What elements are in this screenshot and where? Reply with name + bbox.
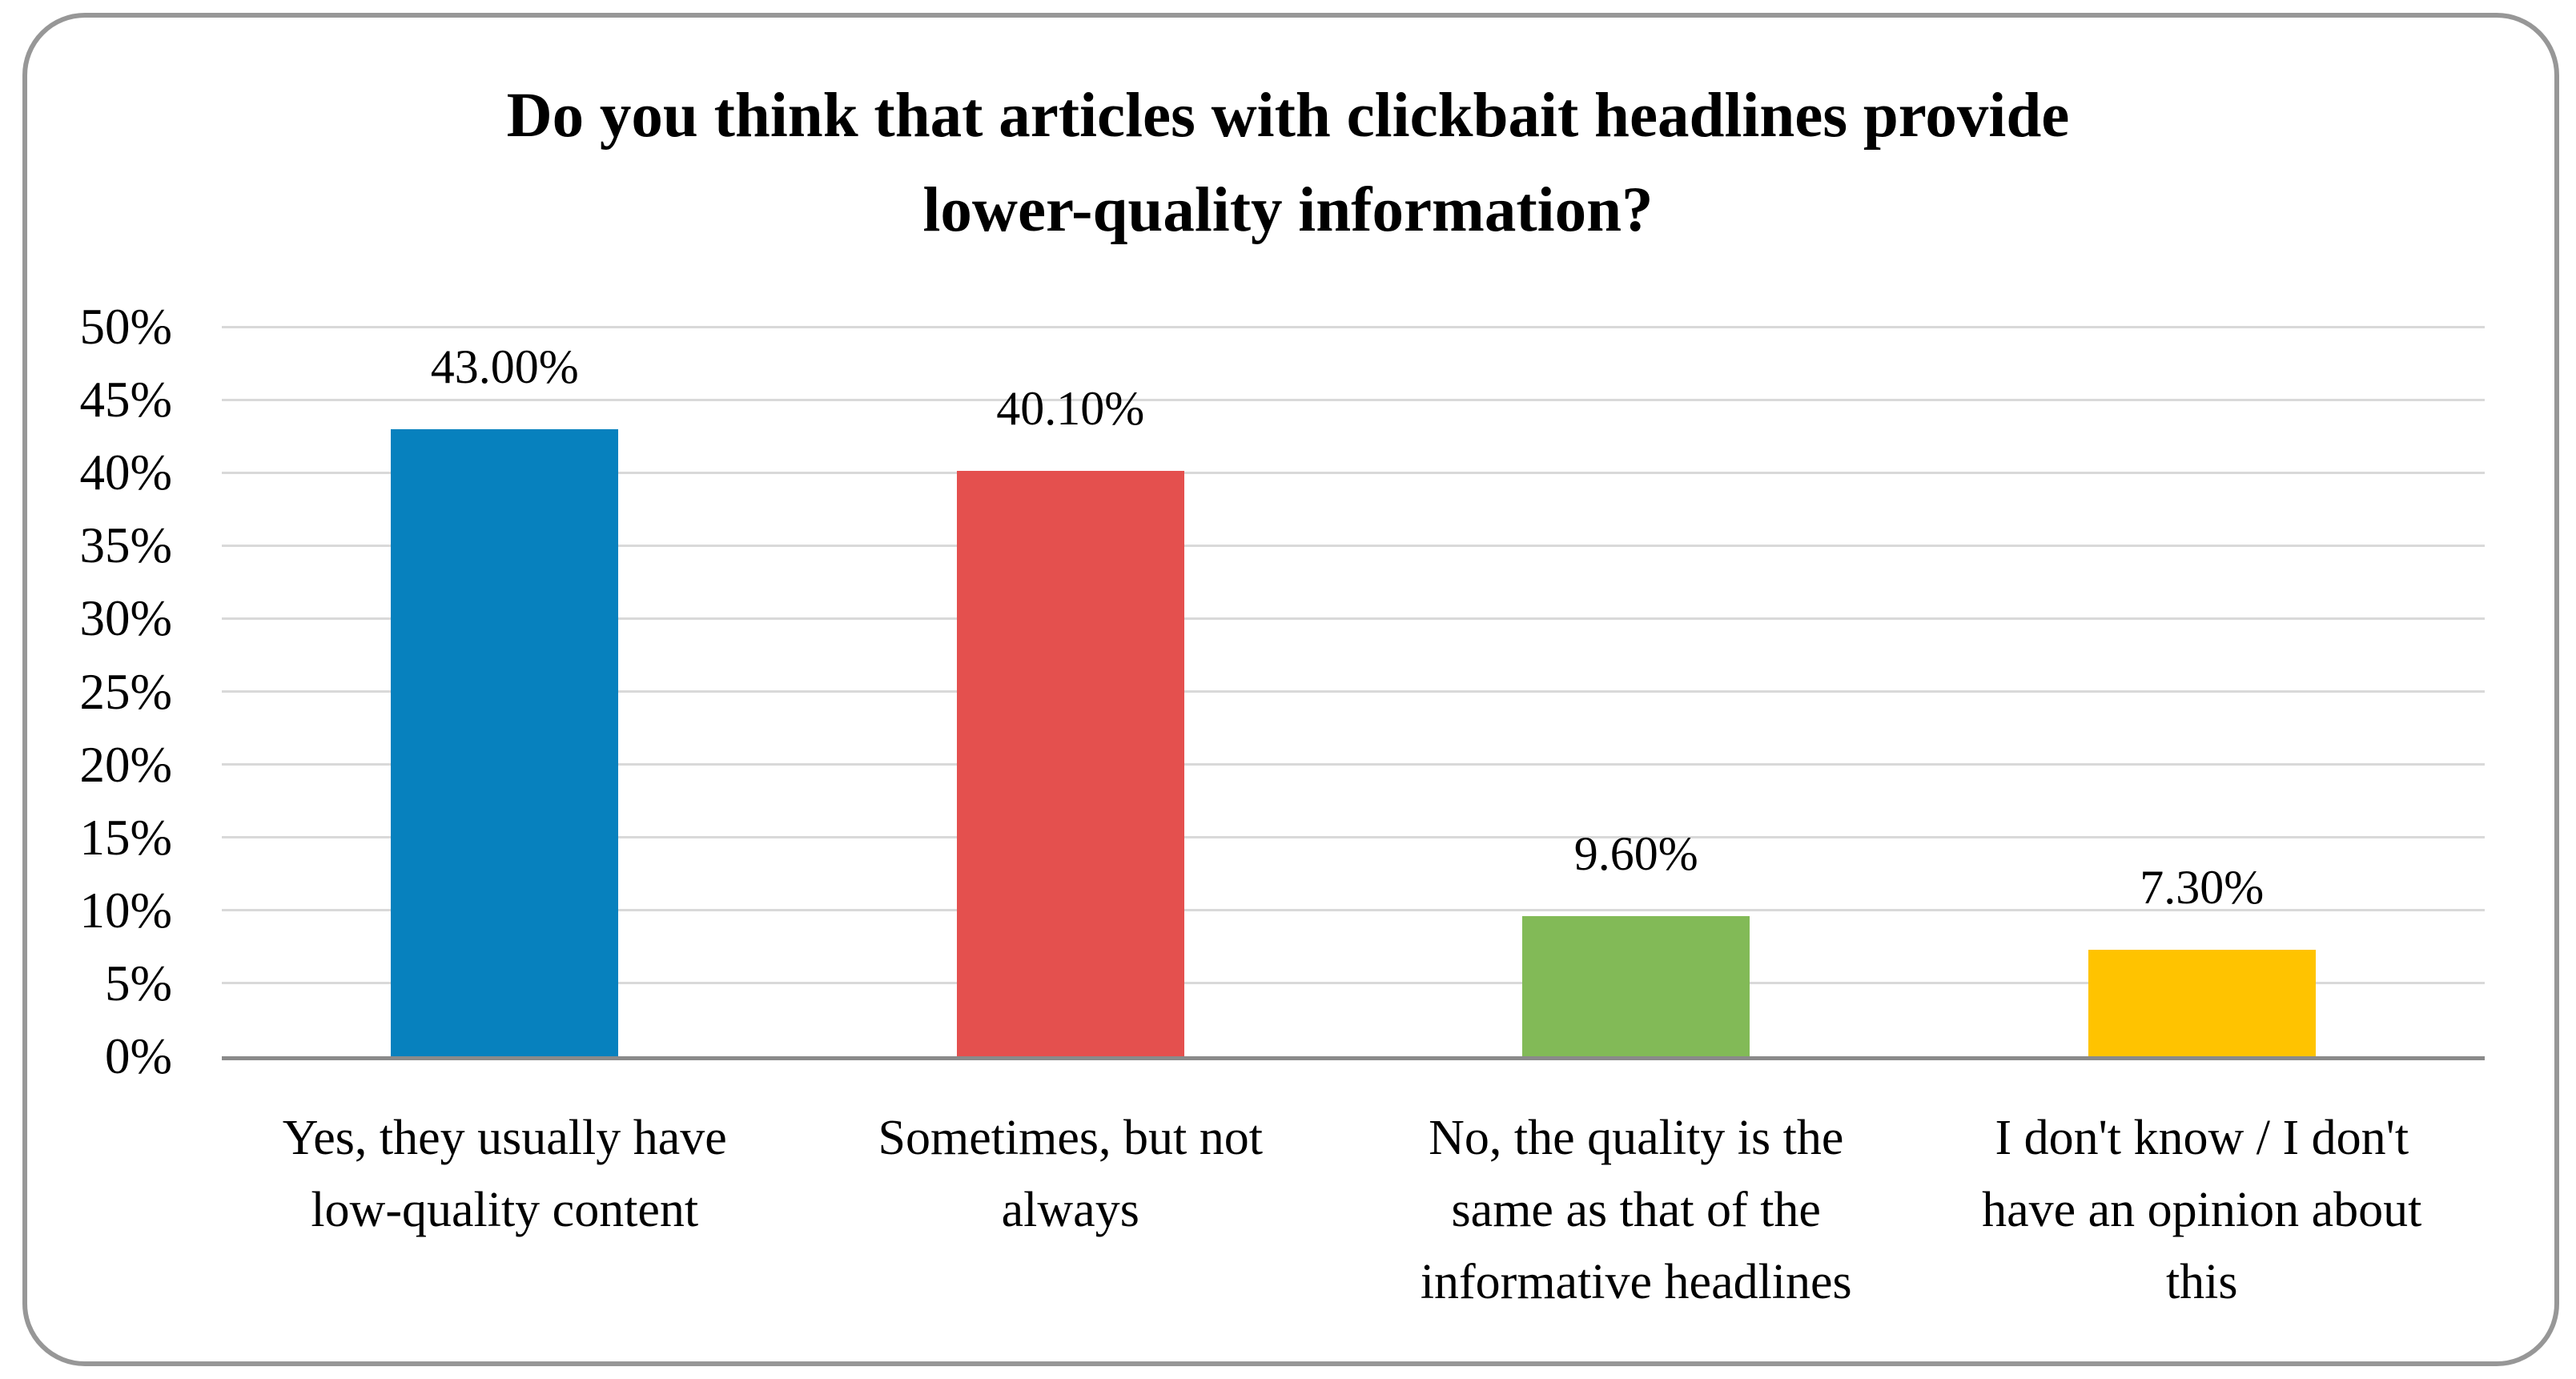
y-tick-label: 50%	[79, 299, 172, 355]
chart-title: Do you think that articles with clickbai…	[506, 81, 2070, 245]
bar-data-label: 9.60%	[1573, 827, 1698, 881]
gridline	[222, 617, 2485, 620]
bar-data-label: 40.10%	[996, 382, 1145, 436]
gridline	[222, 398, 2485, 401]
gridlines	[222, 325, 2485, 1056]
category-label: Sometimes, but not always	[878, 1111, 1264, 1237]
y-tick-label: 40%	[79, 444, 172, 501]
chart-frame	[22, 13, 2559, 1366]
category-label: I don't know / I don't have an opinion a…	[1982, 1111, 2422, 1309]
bar-1	[391, 428, 619, 1056]
bar-slot: 43.00%	[222, 327, 788, 1056]
plot-area	[222, 325, 2485, 1056]
y-tick-label: 0%	[105, 1028, 172, 1084]
gridline	[222, 763, 2485, 766]
bar-3	[1522, 916, 1750, 1056]
y-tick-label: 45%	[79, 372, 172, 428]
bar-data-label: 43.00%	[430, 340, 579, 393]
category-label: Yes, they usually have low-quality conte…	[282, 1111, 727, 1237]
y-tick-label: 30%	[79, 590, 172, 647]
y-tick-label: 10%	[79, 882, 172, 939]
y-tick-label: 25%	[79, 663, 172, 720]
bars: 43.00% 40.10% 9.60% 7.30%	[222, 327, 2485, 1056]
bar-data-label: 7.30%	[2140, 861, 2265, 914]
category-label: No, the quality is the same as that of t…	[1420, 1111, 1852, 1309]
bar-2	[956, 471, 1184, 1056]
gridline	[222, 471, 2485, 474]
y-tick-label: 35%	[79, 517, 172, 574]
y-axis-ticks: 50% 45% 40% 35% 30% 25% 20% 15% 10% 5% 0%	[0, 299, 172, 1084]
y-tick-label: 5%	[105, 955, 172, 1011]
gridline	[222, 836, 2485, 839]
x-axis-line	[222, 1056, 2485, 1060]
y-tick-label: 20%	[79, 736, 172, 793]
gridline	[222, 544, 2485, 547]
gridline	[222, 325, 2485, 328]
y-tick-label: 15%	[79, 809, 172, 866]
gridline	[222, 909, 2485, 912]
x-axis-labels: Yes, they usually have low-quality conte…	[222, 1102, 2485, 1318]
bar-slot: 40.10%	[788, 327, 1354, 1056]
bar-4	[2088, 950, 2316, 1056]
bar-slot: 7.30%	[1919, 327, 2486, 1056]
gridline	[222, 982, 2485, 985]
bar-slot: 9.60%	[1353, 327, 1919, 1056]
gridline	[222, 690, 2485, 693]
